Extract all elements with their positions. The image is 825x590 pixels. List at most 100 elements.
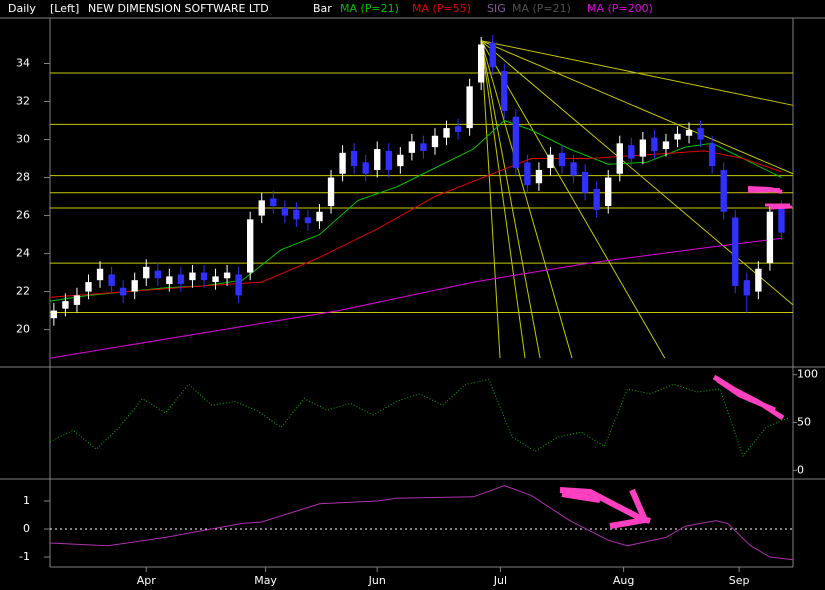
series-line [49, 485, 794, 561]
candle-body [397, 154, 404, 167]
chart-title: NEW DIMENSION SOFTWARE LTD [88, 2, 269, 15]
y-tick-label: 22 [16, 285, 30, 298]
candle-body [73, 295, 81, 305]
candle-body [270, 198, 277, 207]
candle-body [85, 282, 92, 292]
candle-body [258, 200, 265, 216]
candle-body [628, 145, 635, 159]
candle-body [466, 86, 473, 129]
scribble [712, 374, 785, 421]
chart-style: Bar [313, 2, 332, 15]
x-tick-label: May [254, 574, 277, 587]
candle-body [362, 162, 369, 174]
legend-entry: MA (P=21) [512, 2, 571, 15]
candle-body [766, 211, 774, 264]
y-tick-label: 100 [797, 368, 818, 381]
x-tick-label: Aug [613, 574, 634, 587]
candle-body [616, 143, 623, 174]
candle-body [339, 152, 346, 174]
candle-body [489, 42, 496, 68]
candle-body [200, 272, 208, 281]
candle-body [154, 270, 161, 279]
x-tick-label: Apr [137, 574, 157, 587]
series-line [49, 119, 782, 302]
legend-entry: SIG [487, 2, 506, 15]
candle-body [350, 150, 358, 167]
candle-body [247, 219, 254, 273]
candle-body [732, 217, 739, 286]
candle-body [547, 154, 554, 169]
fan-line [480, 40, 573, 359]
period: Daily [8, 2, 36, 15]
x-tick-label: Sep [729, 574, 750, 587]
legend-entry: MA (P=21) [340, 2, 399, 15]
candle-body [674, 133, 681, 140]
candle-body [662, 141, 670, 150]
y-tick-label: -1 [19, 550, 30, 563]
candle-body [96, 268, 104, 281]
candle-body [720, 169, 727, 212]
candle-body [593, 188, 600, 210]
candle-body [685, 130, 693, 136]
candle-body [454, 126, 462, 132]
candle-body [443, 128, 450, 138]
candle-body [304, 217, 312, 224]
y-tick-label: 32 [16, 95, 30, 108]
candle-body [605, 177, 612, 207]
candle-body [651, 137, 658, 151]
series-line [49, 237, 782, 359]
y-tick-label: 1 [23, 494, 30, 507]
candle-body [408, 141, 416, 153]
y-tick-label: 0 [23, 522, 30, 535]
candle-body [570, 162, 577, 176]
scribble [559, 487, 651, 529]
legend-entry: MA (P=200) [587, 2, 653, 15]
candle-body [293, 209, 300, 220]
fan-line [480, 40, 526, 359]
x-tick-label: Jun [368, 574, 386, 587]
scale-side: [Left] [50, 2, 79, 15]
candle-body [420, 143, 427, 151]
candle-body [512, 116, 519, 169]
candle-body [743, 280, 750, 296]
candle-body [316, 211, 323, 222]
plot: 20 22 24 26 28 30 32 34 0 50 100 -1 0 1 Apr May Jun Jul Au… [16, 35, 818, 587]
y-tick-label: 24 [16, 247, 30, 260]
candle-body [755, 268, 762, 292]
fan-line [480, 40, 794, 306]
y-tick-label: 50 [797, 416, 811, 429]
candle-body [223, 272, 231, 279]
fan-line [480, 40, 541, 359]
candle-body [189, 272, 196, 281]
candle-body [374, 149, 381, 170]
candle-body [143, 266, 150, 279]
y-tick-label: 0 [797, 463, 804, 476]
fan-line [480, 40, 501, 359]
candle-body [235, 274, 242, 296]
candle-body [327, 177, 335, 207]
scribble [765, 203, 793, 210]
fan-line [480, 40, 794, 175]
candle-body [535, 169, 543, 184]
candle-body [119, 287, 127, 296]
candle-body [558, 152, 566, 167]
candle-body [778, 207, 785, 233]
y-tick-label: 26 [16, 209, 30, 222]
y-tick-label: 28 [16, 171, 30, 184]
scribble [747, 186, 783, 194]
candle-body [477, 44, 485, 83]
candle-body [131, 280, 138, 292]
x-tick-label: Jul [493, 574, 507, 587]
series-line [49, 150, 782, 298]
candle-body [166, 276, 173, 284]
candle-body [177, 274, 185, 284]
candle-body [212, 276, 219, 283]
candle-body [581, 171, 589, 193]
y-tick-label: 30 [16, 133, 30, 146]
y-tick-label: 34 [16, 57, 30, 70]
candle-body [281, 207, 289, 216]
legend-entry: MA (P=55) [412, 2, 471, 15]
candle-body [697, 128, 704, 140]
candle-body [639, 139, 647, 157]
